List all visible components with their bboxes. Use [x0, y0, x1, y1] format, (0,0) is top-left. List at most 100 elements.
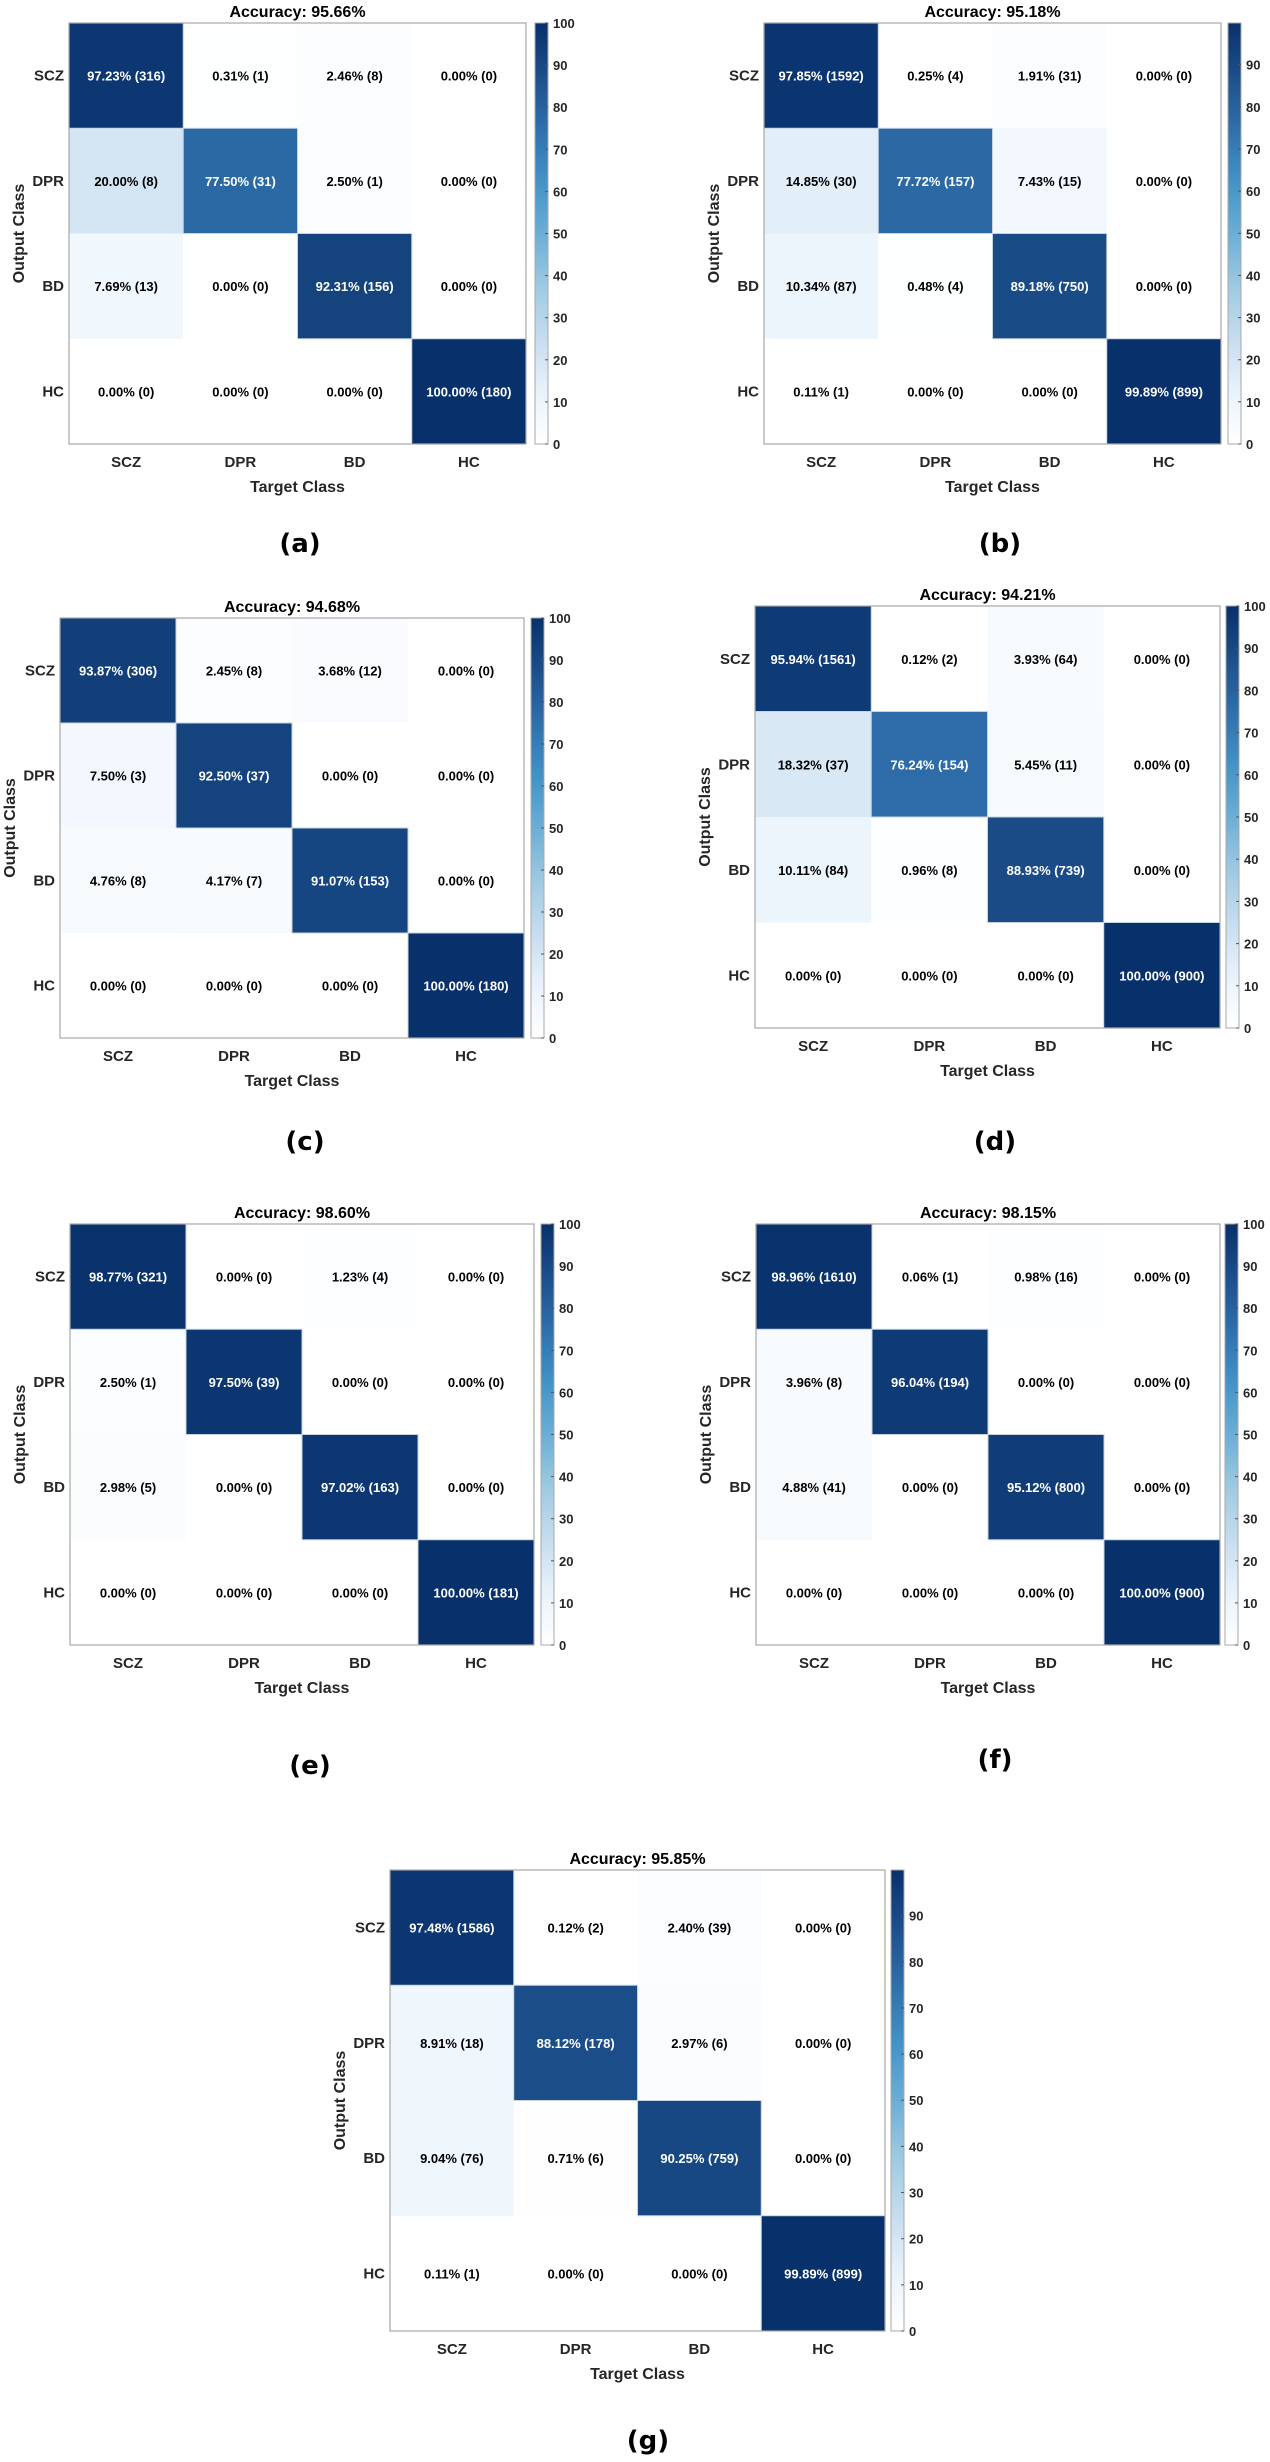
colorbar-tick-label: 70 — [1244, 726, 1258, 741]
heatmap-cell — [186, 1224, 303, 1330]
x-axis-label: Target Class — [250, 479, 345, 496]
colorbar-tick-label: 50 — [1243, 1428, 1257, 1443]
heatmap-cell — [756, 1329, 873, 1435]
y-axis-label: Output Class — [706, 184, 723, 284]
heatmap-cell — [183, 23, 298, 129]
panel-label: (g) — [627, 2426, 669, 2456]
cell-label: 10.11% (84) — [778, 863, 848, 878]
heatmap-cell — [764, 338, 879, 445]
cell-label: 0.00% (0) — [1134, 1270, 1190, 1285]
cell-label: 100.00% (900) — [1119, 968, 1204, 983]
cell-label: 97.50% (39) — [209, 1375, 280, 1390]
panel-label: (c) — [285, 1127, 324, 1157]
colorbar-tick-label: 50 — [1246, 226, 1260, 241]
heatmap-cell — [183, 233, 298, 340]
colorbar-tick-label: 90 — [553, 58, 567, 73]
heatmap-cell — [878, 338, 993, 445]
heatmap-cell — [297, 23, 413, 129]
cell-label: 0.00% (0) — [438, 874, 494, 889]
y-tick-label: HC — [729, 1584, 751, 1601]
x-tick-label: BD — [1039, 454, 1061, 471]
heatmap-cell — [764, 233, 879, 340]
heatmap-cell — [60, 828, 177, 934]
colorbar-tick-label: 60 — [909, 2047, 923, 2062]
colorbar-tick-label: 80 — [549, 695, 563, 710]
heatmap-cell — [755, 711, 872, 818]
cell-label: 88.93% (739) — [1007, 863, 1085, 878]
heatmap-cell — [176, 828, 293, 934]
heatmap-cell — [513, 1985, 638, 2101]
cell-label: 0.00% (0) — [795, 2151, 851, 2166]
cell-label: 0.00% (0) — [1134, 1375, 1190, 1390]
cell-label: 0.98% (16) — [1014, 1270, 1078, 1285]
heatmap-cell — [69, 23, 184, 129]
colorbar-tick-label: 30 — [549, 905, 563, 920]
heatmap-cell — [513, 1870, 638, 1986]
heatmap-cell — [70, 1539, 187, 1646]
y-tick-label: DPR — [719, 1374, 751, 1391]
heatmap-cell — [987, 711, 1105, 818]
colorbar-tick-label: 30 — [559, 1512, 573, 1527]
y-tick-label: HC — [363, 2265, 385, 2282]
cell-label: 20.00% (8) — [94, 174, 158, 189]
x-tick-label: DPR — [218, 1048, 250, 1065]
cell-border — [637, 2100, 762, 2217]
cell-label: 0.00% (0) — [212, 279, 268, 294]
cell-label: 0.00% (0) — [902, 1585, 958, 1600]
cell-label: 0.00% (0) — [901, 968, 957, 983]
heatmap-cell — [302, 1224, 419, 1330]
x-tick-label: HC — [812, 2341, 834, 2358]
cell-label: 0.31% (1) — [212, 69, 268, 84]
colorbar-tick-label: 60 — [1243, 1385, 1257, 1400]
y-axis-label: Output Class — [11, 184, 28, 284]
cell-label: 0.00% (0) — [671, 2266, 727, 2281]
cell-label: 0.00% (0) — [785, 968, 841, 983]
x-tick-label: HC — [1151, 1655, 1173, 1672]
heatmap-cell — [872, 1539, 989, 1646]
cell-label: 0.00% (0) — [100, 1585, 156, 1600]
cell-label: 0.00% (0) — [216, 1480, 272, 1495]
heatmap-cell — [637, 2100, 762, 2217]
cell-label: 98.77% (321) — [89, 1270, 167, 1285]
cell-label: 0.48% (4) — [907, 279, 963, 294]
heatmap-cell — [871, 817, 988, 923]
heatmap-cell — [70, 1224, 187, 1330]
heatmap-cell — [297, 128, 413, 234]
colorbar-tick-label: 40 — [1243, 1470, 1257, 1485]
heatmap-cell — [408, 828, 525, 934]
cell-label: 0.00% (0) — [1136, 279, 1192, 294]
chart-title: Accuracy: 95.18% — [924, 4, 1060, 21]
cell-border — [871, 1328, 989, 1435]
heatmap-cell — [60, 618, 177, 724]
plot-frame — [59, 617, 525, 1039]
cell-label: 92.50% (37) — [199, 769, 270, 784]
cell-label: 0.00% (0) — [448, 1480, 504, 1495]
heatmap-cell — [761, 2215, 886, 2332]
cell-label: 0.00% (0) — [1134, 863, 1190, 878]
cell-label: 100.00% (181) — [433, 1585, 518, 1600]
y-tick-label: BD — [728, 862, 750, 879]
cell-label: 0.12% (2) — [547, 1921, 603, 1936]
colorbar-tick-label: 30 — [1243, 1512, 1257, 1527]
colorbar-tick-label: 0 — [553, 437, 560, 452]
cell-border — [513, 1984, 638, 2101]
heatmap-cell — [1103, 606, 1221, 712]
cell-label: 76.24% (154) — [890, 757, 968, 772]
heatmap-cell — [988, 1434, 1105, 1541]
colorbar-tick-label: 10 — [559, 1596, 573, 1611]
cell-label: 0.00% (0) — [1018, 1375, 1074, 1390]
cell-label: 0.12% (2) — [901, 652, 957, 667]
heatmap-cell — [764, 23, 879, 129]
heatmap-cell — [408, 723, 525, 829]
heatmap-cell — [988, 1329, 1105, 1435]
y-tick-label: BD — [42, 278, 64, 295]
panel-label: (b) — [979, 529, 1021, 559]
heatmap-cell — [761, 1985, 886, 2101]
heatmap-cell — [297, 338, 413, 445]
heatmap-cell — [297, 233, 413, 340]
colorbar-tick-label: 40 — [549, 863, 563, 878]
heatmap-cell — [871, 922, 988, 1029]
colorbar-tick-label: 10 — [1244, 979, 1258, 994]
y-tick-label: HC — [33, 978, 55, 995]
